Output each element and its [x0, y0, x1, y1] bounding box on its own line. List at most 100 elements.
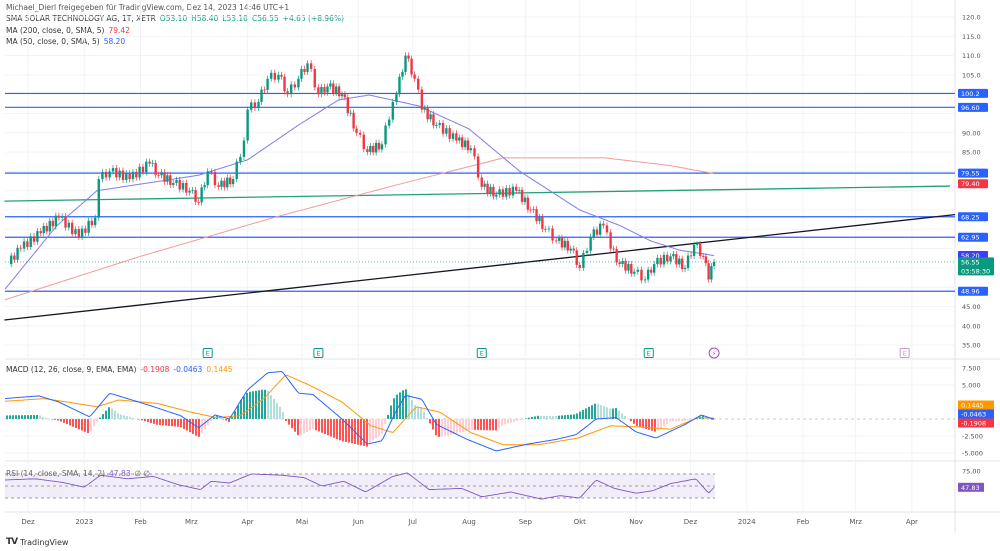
- macd-histogram-bar: [489, 419, 491, 431]
- macd-histogram-bar: [240, 399, 242, 419]
- macd-label-text: -0.0463: [961, 411, 986, 419]
- candle-body: [235, 161, 238, 180]
- macd-histogram-bar: [594, 403, 596, 419]
- price-label-level: 48.96: [958, 286, 988, 296]
- macd-histogram-bar: [642, 419, 644, 428]
- macd-histogram-bar: [666, 419, 668, 425]
- candle-body: [154, 162, 157, 175]
- rsi-value: 47.83: [109, 469, 131, 478]
- rsi-axis-label: 75.00: [962, 468, 981, 476]
- candle-body: [460, 137, 464, 148]
- macd-histogram-bar: [81, 419, 83, 431]
- candle-body: [10, 255, 13, 265]
- macd-histogram-bar: [63, 419, 65, 423]
- candle-body: [286, 91, 289, 95]
- candle-body: [306, 63, 309, 72]
- macd-histogram-bar: [186, 419, 188, 431]
- candle-body: [380, 144, 384, 150]
- rsi-label-bg: [958, 482, 984, 492]
- macd-histogram-bar: [306, 419, 308, 432]
- macd-histogram-bar: [645, 419, 647, 429]
- macd-histogram-bar: [684, 419, 686, 421]
- macd-histogram-bar: [639, 419, 641, 427]
- price-label-bg: [958, 179, 988, 189]
- candle-body: [656, 257, 659, 265]
- candle-body: [340, 94, 344, 97]
- macd-histogram-bar: [129, 416, 131, 419]
- macd-histogram-bar: [303, 419, 305, 434]
- candle-body: [554, 240, 558, 242]
- candle-body: [649, 269, 653, 273]
- ma200-legend[interactable]: MA (200, close, 0, SMA, 5) 79.42: [6, 26, 134, 35]
- candle-body: [185, 182, 188, 193]
- time-axis-label: Dez: [21, 518, 35, 526]
- candle-body: [48, 220, 51, 232]
- time-axis-label: Feb: [797, 518, 810, 526]
- macd-histogram-bar: [285, 419, 287, 422]
- macd-histogram-bar: [444, 419, 446, 437]
- macd-histogram-bar: [231, 417, 233, 419]
- candle-body: [210, 171, 213, 173]
- macd-histogram-bar: [432, 419, 434, 430]
- price-label-level: 100.2: [958, 88, 988, 98]
- candle-body: [213, 171, 217, 186]
- macd-label-bg: [958, 418, 994, 428]
- candle-body: [29, 236, 32, 247]
- macd-histogram-bar: [156, 419, 158, 425]
- candle-body: [566, 240, 569, 251]
- candle-body: [175, 179, 178, 183]
- candle-body: [151, 162, 154, 164]
- macd-histogram-bar: [201, 419, 203, 433]
- macd-histogram-bar: [543, 415, 545, 419]
- tradingview-footer[interactable]: TV TradingView: [6, 537, 68, 547]
- macd-histogram-bar: [147, 419, 149, 423]
- price-label-level: 79.55: [958, 168, 988, 178]
- rsi-line: [4, 472, 715, 500]
- earnings-icon: [202, 348, 213, 358]
- rsi-extra: ∅ ∅: [134, 469, 150, 478]
- ohlc-low: L53.10: [222, 14, 248, 23]
- candle-body: [666, 254, 669, 262]
- macd-legend[interactable]: MACD (12, 26, close, 9, EMA, EMA) -0.1908…: [6, 365, 237, 374]
- candle-body: [707, 263, 710, 280]
- macd-histogram-bar: [474, 419, 476, 430]
- macd-histogram-bar: [570, 414, 572, 419]
- ma50-legend[interactable]: MA (50, close, 0, SMA, 5) 58.20: [6, 37, 129, 46]
- symbol-name[interactable]: SMA SOLAR TECHNOLOGY AG, 1T, XETR: [6, 14, 156, 23]
- macd-histogram-bar: [246, 392, 248, 419]
- macd-histogram-bar: [549, 415, 551, 419]
- candle-body: [200, 187, 203, 203]
- ohlc-change: +4.65 (+8.96%): [282, 14, 345, 23]
- macd-histogram-bar: [243, 396, 245, 419]
- candle-body: [181, 182, 185, 190]
- macd-histogram-bar: [120, 414, 122, 419]
- price-axis-label: 120.0: [962, 14, 981, 22]
- candle-body: [505, 187, 508, 197]
- macd-histogram-bar: [558, 415, 560, 419]
- candle-body: [523, 197, 527, 202]
- candle-body: [515, 186, 518, 191]
- earnings-icon: [313, 348, 324, 358]
- macd-histogram-bar: [291, 419, 293, 429]
- candle-body: [618, 262, 621, 265]
- macd-histogram-bar: [654, 419, 656, 432]
- time-axis-label: 2024: [738, 518, 756, 526]
- candle-body: [329, 83, 332, 87]
- candle-body: [349, 112, 352, 114]
- macd-histogram-bar: [336, 419, 338, 440]
- macd-histogram-bar: [345, 419, 347, 442]
- candle-body: [563, 240, 567, 248]
- time-axis-label: Nov: [629, 518, 643, 526]
- macd-histogram-bar: [435, 419, 437, 436]
- macd-histogram-bar: [51, 419, 53, 420]
- candle-body: [455, 133, 458, 141]
- candle-body: [627, 264, 630, 271]
- macd-histogram-bar: [18, 415, 20, 419]
- macd-histogram-bar: [507, 419, 509, 424]
- rsi-legend[interactable]: RSI (14, close, SMA, 14, 2) 47.83 ∅ ∅: [6, 469, 154, 478]
- price-label-text: 96.60: [961, 104, 980, 112]
- macd-histogram-bar: [495, 419, 497, 431]
- candle-body: [532, 209, 535, 211]
